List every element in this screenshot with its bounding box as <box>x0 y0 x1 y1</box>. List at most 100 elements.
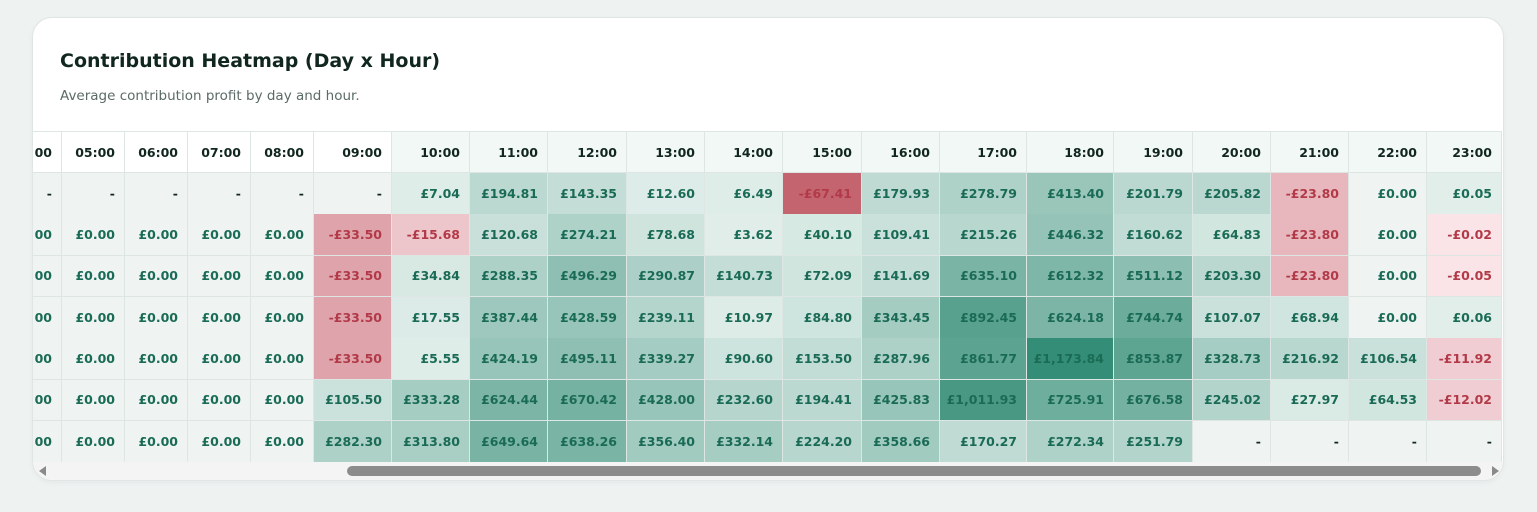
heatmap-cell: £120.68 <box>470 214 548 257</box>
heatmap-cell: £0.00 <box>125 296 188 339</box>
heatmap-cell: £153.50 <box>783 338 862 380</box>
heatmap-cell: £72.09 <box>783 255 862 298</box>
heatmap-cell: -£12.02 <box>1427 379 1502 422</box>
column-header: 20:00 <box>1193 131 1271 173</box>
column-header: 07:00 <box>188 131 251 173</box>
heatmap-cell: £313.80 <box>392 420 470 462</box>
scroll-right-arrow-icon[interactable] <box>1492 466 1499 476</box>
heatmap-cell: £290.87 <box>627 255 705 298</box>
heatmap-cell: £0.00 <box>1349 173 1427 215</box>
heatmap-cell: 00 <box>33 420 62 462</box>
heatmap-cell: £6.49 <box>705 173 783 215</box>
heatmap-cell: £34.84 <box>392 255 470 298</box>
heatmap-cell: £425.83 <box>862 379 940 422</box>
column-header: 08:00 <box>251 131 314 173</box>
heatmap-cell: £0.00 <box>125 338 188 380</box>
heatmap-cell: £0.00 <box>188 296 251 339</box>
heatmap-cell: £232.60 <box>705 379 783 422</box>
heatmap-cell: £224.20 <box>783 420 862 462</box>
column-header: 16:00 <box>862 131 940 173</box>
heatmap-cell: £64.53 <box>1349 379 1427 422</box>
heatmap-cell: £0.00 <box>188 214 251 257</box>
column-header: 17:00 <box>940 131 1027 173</box>
heatmap-cell: £328.73 <box>1193 338 1271 380</box>
heatmap-cell: £612.32 <box>1027 255 1114 298</box>
heatmap-cell: £725.91 <box>1027 379 1114 422</box>
heatmap-cell: £0.00 <box>62 420 125 462</box>
heatmap-cell: £10.97 <box>705 296 783 339</box>
heatmap-cell: £496.29 <box>548 255 627 298</box>
heatmap-cell: £0.00 <box>251 296 314 339</box>
heatmap-cell: £0.00 <box>251 338 314 380</box>
heatmap-cell: £624.18 <box>1027 296 1114 339</box>
column-header: 10:00 <box>392 131 470 173</box>
heatmap-cell: £140.73 <box>705 255 783 298</box>
heatmap-cell: £0.00 <box>188 379 251 422</box>
heatmap-cell: £0.00 <box>125 379 188 422</box>
heatmap-cell: £356.40 <box>627 420 705 462</box>
heatmap-cell: £68.94 <box>1271 296 1349 339</box>
heatmap-cell: £245.02 <box>1193 379 1271 422</box>
heatmap-scroll-area[interactable]: 00 05:00 06:00 07:00 08:00 09:00 10:00 11:00 12:… <box>33 131 1503 462</box>
heatmap-cell: £0.00 <box>1349 255 1427 298</box>
heatmap-cell: £0.00 <box>62 296 125 339</box>
heatmap-cell: £0.00 <box>62 338 125 380</box>
column-header: 19:00 <box>1114 131 1193 173</box>
heatmap-cell: £333.28 <box>392 379 470 422</box>
heatmap-cell: £744.74 <box>1114 296 1193 339</box>
column-header: 12:00 <box>548 131 627 173</box>
heatmap-cell: £282.30 <box>314 420 392 462</box>
heatmap-cell: - <box>1271 420 1349 462</box>
column-header: 11:00 <box>470 131 548 173</box>
heatmap-cell: £1,011.93 <box>940 379 1027 422</box>
column-header: 09:00 <box>314 131 392 173</box>
heatmap-cell: £1,173.84 <box>1027 338 1114 380</box>
heatmap-cell: £287.96 <box>862 338 940 380</box>
heatmap-cell: £78.68 <box>627 214 705 257</box>
heatmap-cell: £0.00 <box>62 255 125 298</box>
heatmap-cell: £203.30 <box>1193 255 1271 298</box>
column-header: 00 <box>33 131 62 173</box>
heatmap-cell: £861.77 <box>940 338 1027 380</box>
horizontal-scrollbar[interactable] <box>33 462 1503 480</box>
heatmap-cell: £0.06 <box>1427 296 1502 339</box>
heatmap-cell: -£23.80 <box>1271 214 1349 257</box>
heatmap-cell: £12.60 <box>627 173 705 215</box>
heatmap-cell: -£0.05 <box>1427 255 1502 298</box>
heatmap-cell: £105.50 <box>314 379 392 422</box>
heatmap-cell: £0.05 <box>1427 173 1502 215</box>
heatmap-cell: - <box>1427 420 1502 462</box>
heatmap-cell: -£33.50 <box>314 296 392 339</box>
heatmap-cell: 00 <box>33 296 62 339</box>
heatmap-cell: £3.62 <box>705 214 783 257</box>
heatmap-cell: £251.79 <box>1114 420 1193 462</box>
heatmap-cell: £853.87 <box>1114 338 1193 380</box>
heatmap-cell: £0.00 <box>188 338 251 380</box>
heatmap-cell: £0.00 <box>188 255 251 298</box>
heatmap-cell: - <box>314 173 392 215</box>
heatmap-cell: £638.26 <box>548 420 627 462</box>
heatmap-cell: - <box>33 173 62 215</box>
heatmap-cell: £141.69 <box>862 255 940 298</box>
heatmap-cell: £413.40 <box>1027 173 1114 215</box>
heatmap-cell: £239.11 <box>627 296 705 339</box>
scrollbar-thumb[interactable] <box>347 466 1481 476</box>
heatmap-cell: £0.00 <box>62 379 125 422</box>
heatmap-cell: £143.35 <box>548 173 627 215</box>
heatmap-cell: £109.41 <box>862 214 940 257</box>
card-subtitle: Average contribution profit by day and h… <box>60 88 360 104</box>
heatmap-cell: £194.41 <box>783 379 862 422</box>
heatmap-cell: £676.58 <box>1114 379 1193 422</box>
heatmap-cell: £0.00 <box>125 214 188 257</box>
heatmap-cell: £272.34 <box>1027 420 1114 462</box>
heatmap-cell: £170.27 <box>940 420 1027 462</box>
heatmap-cell: £64.83 <box>1193 214 1271 257</box>
heatmap-cell: £332.14 <box>705 420 783 462</box>
heatmap-cell: £0.00 <box>251 379 314 422</box>
scroll-left-arrow-icon[interactable] <box>39 466 46 476</box>
heatmap-cell: £0.00 <box>1349 214 1427 257</box>
heatmap-cell: £274.21 <box>548 214 627 257</box>
heatmap-cell: -£0.02 <box>1427 214 1502 257</box>
heatmap-cell: £670.42 <box>548 379 627 422</box>
heatmap-cell: -£11.92 <box>1427 338 1502 380</box>
